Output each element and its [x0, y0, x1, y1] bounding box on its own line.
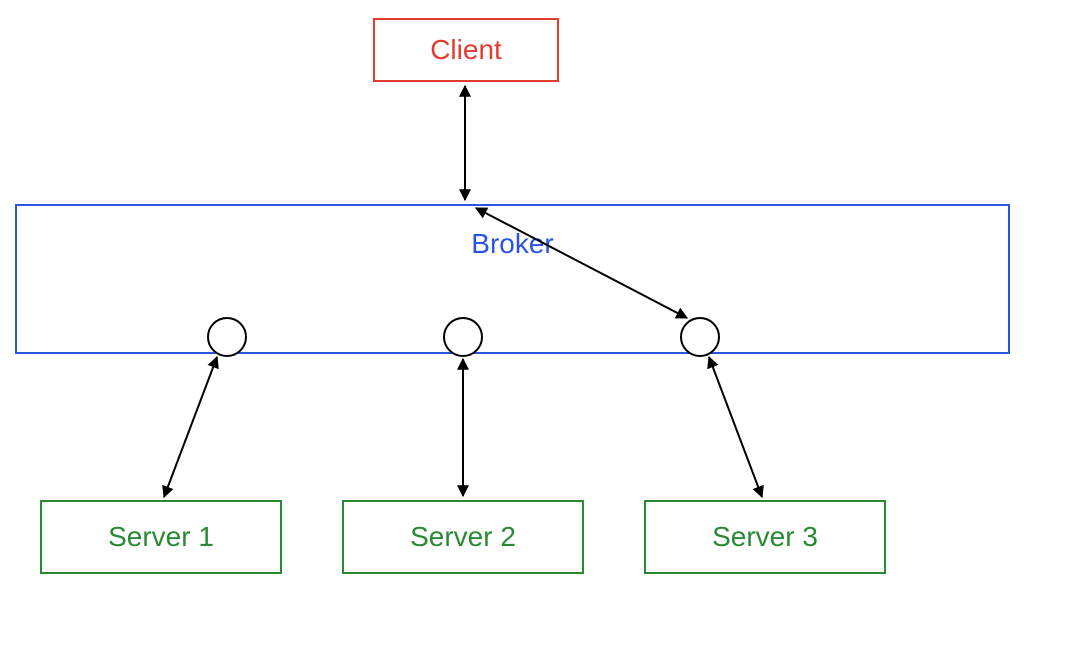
server1-node: Server 1: [40, 500, 282, 574]
broker-label: Broker: [17, 228, 1008, 260]
broker-port-2: [443, 317, 483, 357]
client-label: Client: [430, 34, 502, 66]
edge-4: [709, 357, 762, 497]
broker-port-1: [207, 317, 247, 357]
server1-label: Server 1: [108, 521, 214, 553]
broker-node: Broker: [15, 204, 1010, 354]
server2-node: Server 2: [342, 500, 584, 574]
server3-label: Server 3: [712, 521, 818, 553]
client-node: Client: [373, 18, 559, 82]
broker-port-3: [680, 317, 720, 357]
server3-node: Server 3: [644, 500, 886, 574]
server2-label: Server 2: [410, 521, 516, 553]
edge-2: [164, 357, 217, 497]
